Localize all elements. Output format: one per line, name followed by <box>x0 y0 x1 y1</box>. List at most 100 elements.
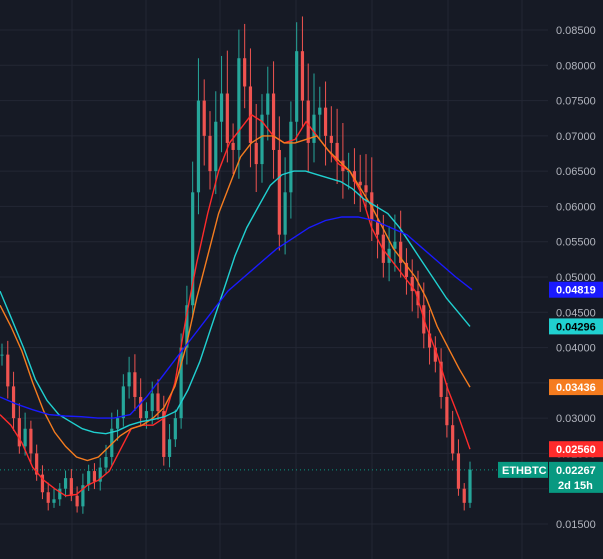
candle-body <box>427 333 432 348</box>
candle-body <box>133 372 137 397</box>
y-tick-label: 0.08000 <box>556 60 596 72</box>
y-tick-label: 0.04500 <box>556 307 596 319</box>
symbol-label: ETHBTC <box>502 465 547 477</box>
candle-body <box>173 418 177 440</box>
candle-body <box>462 488 466 503</box>
y-tick-label: 0.01500 <box>556 519 596 531</box>
candle-body <box>81 485 85 507</box>
candle-body <box>231 142 235 150</box>
candle-body <box>6 354 10 387</box>
candle-body <box>341 160 345 172</box>
candle-body <box>46 492 50 503</box>
candle-body <box>179 347 183 419</box>
ma-line <box>0 135 471 462</box>
ma-price-badge-label: 0.02560 <box>556 444 596 456</box>
y-tick-label: 0.05500 <box>556 237 596 249</box>
candle-body <box>0 354 4 356</box>
candle-body <box>139 396 143 419</box>
ma-price-badge-label: 0.04819 <box>556 285 596 297</box>
ma-price-badge-label: 0.04296 <box>556 321 596 333</box>
ma-price-badge-label: 0.03436 <box>556 382 596 394</box>
candles <box>0 16 472 514</box>
candle-body <box>17 418 21 447</box>
candle-body <box>329 135 333 143</box>
candle-body <box>364 185 368 193</box>
moving-averages <box>0 113 473 497</box>
candle-body <box>335 142 339 161</box>
candle-body <box>35 453 39 475</box>
candle-body <box>144 411 149 419</box>
candle-body <box>115 418 120 429</box>
candle-body <box>69 478 73 496</box>
y-tick-label: 0.08500 <box>556 25 596 37</box>
y-tick-label: 0.05000 <box>556 272 596 284</box>
ma-price-badge <box>549 281 603 298</box>
candle-body <box>323 107 328 136</box>
candle-body <box>23 428 27 447</box>
candle-body <box>306 100 310 143</box>
candle-body <box>196 100 201 193</box>
ma-price-badge <box>549 318 603 335</box>
candle-body <box>318 107 322 115</box>
candle-body <box>214 121 218 172</box>
candle-body <box>237 58 241 150</box>
candle-body <box>219 93 224 122</box>
candle-body <box>185 305 189 348</box>
y-tick-label: 0.04000 <box>556 343 596 355</box>
candle-body <box>87 471 91 486</box>
candle-body <box>225 93 229 143</box>
y-tick-label: 0.03000 <box>556 413 596 425</box>
candle-body <box>110 428 114 457</box>
candle-body <box>352 171 357 182</box>
candle-body <box>300 51 305 101</box>
candle-body <box>40 474 45 493</box>
candle-body <box>404 262 409 277</box>
candle-body <box>375 220 380 235</box>
candle-body <box>456 453 461 489</box>
countdown-label: 2d 15h <box>558 480 593 492</box>
candle-body <box>289 121 293 193</box>
candle-body <box>127 372 131 387</box>
candle-body <box>347 171 351 173</box>
last-price-label: 0.02267 <box>556 465 596 477</box>
candle-body <box>98 467 102 482</box>
y-tick-label: 0.06000 <box>556 201 596 213</box>
candle-body <box>295 51 299 122</box>
candle-body <box>468 469 472 503</box>
candle-body <box>63 478 68 489</box>
candle-body <box>410 277 414 292</box>
candle-body <box>92 471 97 482</box>
candle-body <box>271 93 276 150</box>
price-badges: 0.02560 0.03436 0.04296 0.04819 0.02267 2d 15… <box>498 281 603 493</box>
candle-body <box>451 425 455 454</box>
candle-body <box>104 456 108 468</box>
y-tick-label: 0.07000 <box>556 131 596 143</box>
candle-body <box>29 428 33 454</box>
candle-body <box>445 396 449 426</box>
ma-line <box>0 113 471 497</box>
symbol-badge <box>498 461 548 478</box>
candle-body <box>191 192 195 306</box>
candle-body <box>312 114 316 143</box>
y-tick-label: 0.07500 <box>556 96 596 108</box>
candle-body <box>75 495 79 507</box>
candle-body <box>248 86 253 143</box>
candle-body <box>202 100 206 136</box>
candle-body <box>208 135 212 172</box>
candle-body <box>162 411 166 457</box>
candle-body <box>254 142 258 165</box>
candle-body <box>358 181 362 186</box>
candle-body <box>439 361 443 397</box>
last-price-badge <box>549 461 603 493</box>
y-tick-label: 0.06500 <box>556 166 596 178</box>
ma-price-badge <box>549 379 603 396</box>
candle-body <box>387 248 391 263</box>
ma-price-badge <box>549 441 603 458</box>
ma-line <box>0 216 473 419</box>
candle-body <box>243 58 247 87</box>
candle-body <box>393 241 397 249</box>
candle-body <box>277 149 281 235</box>
candle-body <box>433 347 437 362</box>
